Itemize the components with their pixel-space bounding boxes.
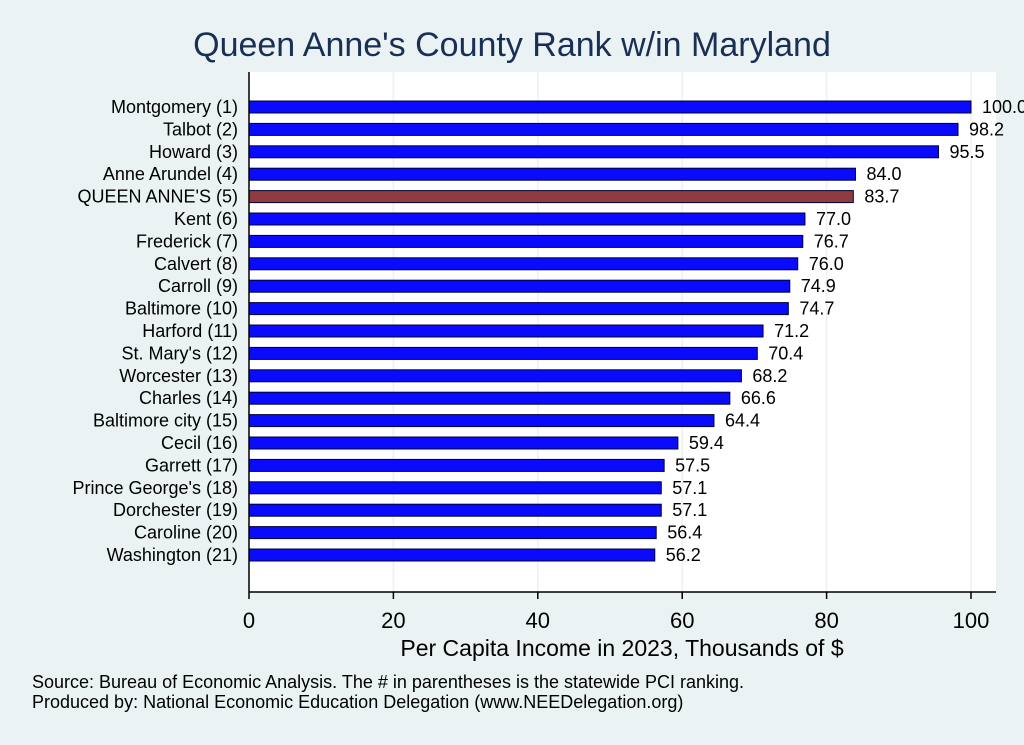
- bar: [248, 279, 791, 293]
- bar: [248, 458, 665, 472]
- category-label: Prince George's (18): [72, 478, 238, 498]
- bar: [248, 548, 656, 562]
- category-label: Harford (11): [142, 321, 238, 341]
- bar: [248, 212, 806, 226]
- value-label: 77.0: [816, 209, 851, 229]
- x-tick-label: 0: [243, 608, 255, 633]
- category-label: Cecil (16): [161, 433, 238, 453]
- value-labels: 100.098.2 95.5 84.0 83.7 77.076.7 76.074.9 74.…: [666, 97, 1024, 565]
- axes: 0 20 40 60 80 100: [243, 72, 996, 633]
- bar: [248, 190, 854, 204]
- bar: [248, 369, 742, 383]
- bar: [248, 100, 972, 114]
- bar: [248, 526, 657, 540]
- bar: [248, 324, 764, 338]
- bar: [248, 414, 715, 428]
- value-label: 56.2: [666, 545, 701, 565]
- value-label: 57.1: [672, 478, 707, 498]
- category-label: Kent (6): [174, 209, 238, 229]
- value-label: 98.2: [969, 119, 1004, 139]
- value-label: 84.0: [866, 164, 901, 184]
- category-label: Baltimore city (15): [93, 411, 238, 431]
- category-label: Caroline (20): [134, 523, 238, 543]
- bar: [248, 257, 799, 271]
- x-axis-title: Per Capita Income in 2023, Thousands of …: [400, 635, 843, 661]
- x-tick-label: 40: [526, 608, 550, 633]
- value-label: 76.0: [809, 254, 844, 274]
- category-label: Worcester (13): [119, 366, 238, 386]
- value-label: 66.6: [741, 388, 776, 408]
- bars: [248, 100, 972, 562]
- x-tick-label: 80: [814, 608, 838, 633]
- category-label: Talbot (2): [163, 119, 238, 139]
- category-label: Montgomery (1): [111, 97, 238, 117]
- x-tick-label: 20: [381, 608, 405, 633]
- value-label: 74.7: [799, 299, 834, 319]
- value-label: 83.7: [864, 187, 899, 207]
- category-label: Dorchester (19): [113, 500, 238, 520]
- bar: [248, 302, 789, 316]
- value-label: 57.1: [672, 500, 707, 520]
- value-label: 100.0: [982, 97, 1024, 117]
- category-label: Charles (14): [139, 388, 238, 408]
- category-label: Frederick (7): [136, 231, 238, 251]
- bar: [248, 145, 940, 159]
- category-label: Baltimore (10): [125, 299, 238, 319]
- x-tick-label: 100: [953, 608, 990, 633]
- source-note: Source: Bureau of Economic Analysis. The…: [32, 672, 745, 692]
- chart-title: Queen Anne's County Rank w/in Maryland: [193, 26, 831, 64]
- category-label: Garrett (17): [145, 455, 238, 475]
- bar: [248, 122, 959, 136]
- producer-note: Produced by: National Economic Education…: [32, 692, 684, 712]
- category-label: Washington (21): [107, 545, 238, 565]
- category-labels: Montgomery (1)Talbot (2) Howard (3)Anne A…: [72, 97, 238, 565]
- value-label: 95.5: [950, 142, 985, 162]
- category-label: Calvert (8): [154, 254, 238, 274]
- category-label: Howard (3): [149, 142, 238, 162]
- bar: [248, 167, 856, 181]
- category-label: Anne Arundel (4): [103, 164, 238, 184]
- value-label: 71.2: [774, 321, 809, 341]
- category-label: Carroll (9): [158, 276, 238, 296]
- x-tick-label: 60: [670, 608, 694, 633]
- value-label: 76.7: [814, 231, 849, 251]
- value-label: 56.4: [667, 523, 702, 543]
- bar: [248, 436, 679, 450]
- bar: [248, 481, 662, 495]
- value-label: 68.2: [752, 366, 787, 386]
- value-label: 59.4: [689, 433, 724, 453]
- value-label: 74.9: [801, 276, 836, 296]
- value-label: 70.4: [768, 343, 803, 363]
- category-label: QUEEN ANNE'S (5): [78, 187, 238, 207]
- bar: [248, 234, 804, 248]
- category-label: St. Mary's (12): [122, 343, 238, 363]
- bar: [248, 503, 662, 517]
- value-label: 57.5: [675, 455, 710, 475]
- bar: [248, 391, 731, 405]
- value-label: 64.4: [725, 411, 760, 431]
- bar: [248, 346, 758, 360]
